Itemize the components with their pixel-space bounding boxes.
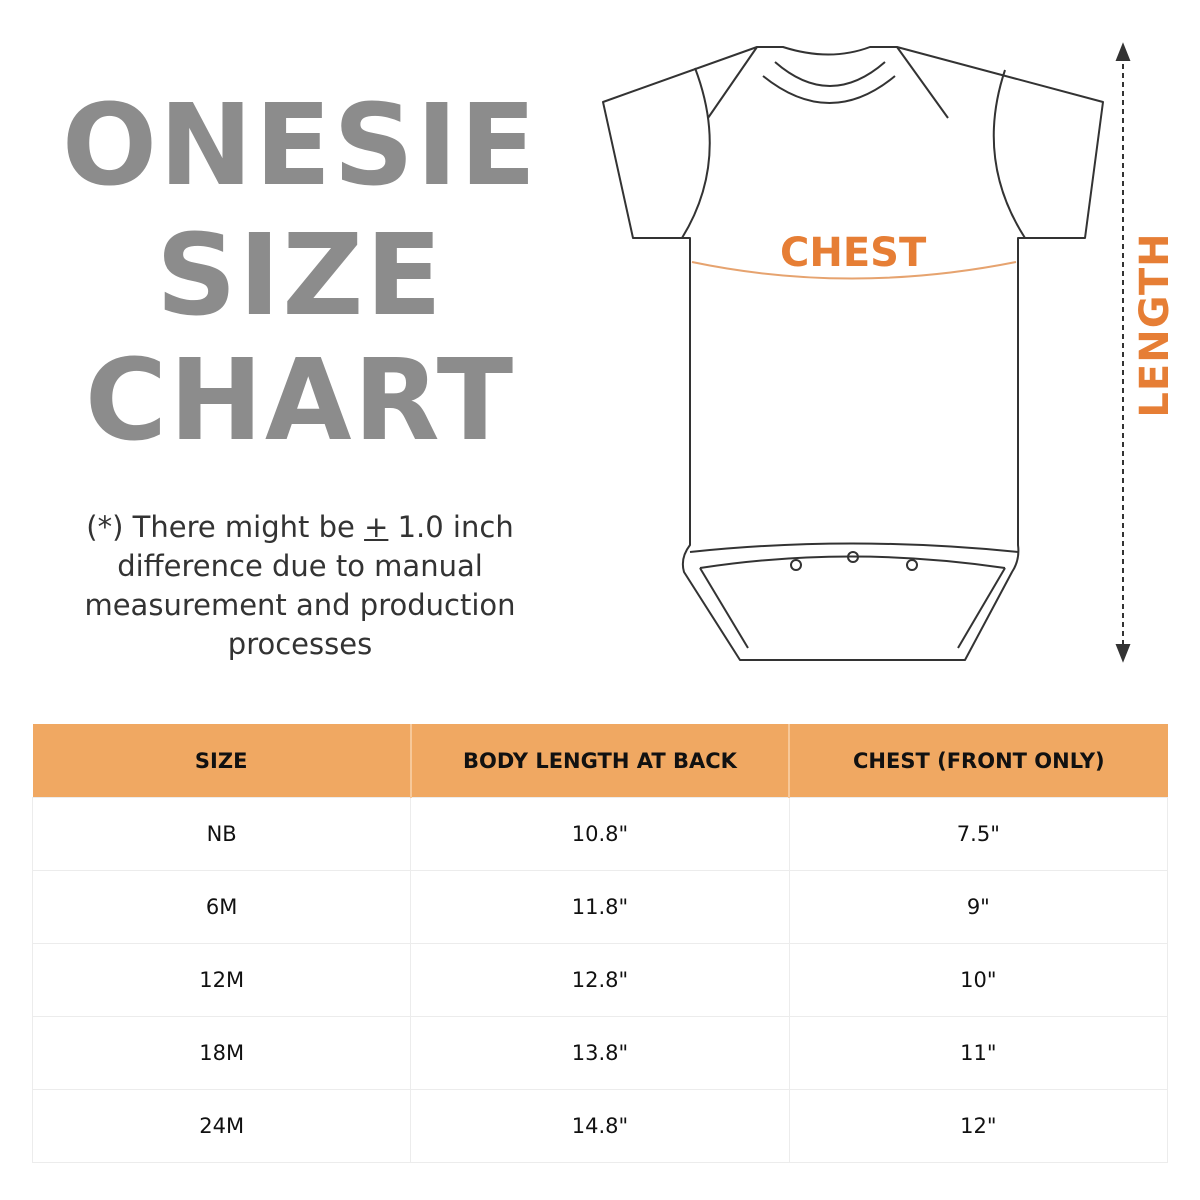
title-line-1: ONESIE <box>61 81 539 211</box>
length-cell: 14.8" <box>410 1089 790 1163</box>
size-cell: NB <box>31 797 412 871</box>
length-label: LENGTH <box>1132 232 1178 418</box>
table-row: 6M 11.8" 9" <box>31 870 1169 944</box>
chest-cell: 9" <box>788 870 1169 944</box>
onesie-illustration <box>602 42 1131 663</box>
title-line-3: CHART <box>84 336 516 466</box>
arrow-down-icon <box>1115 644 1131 663</box>
size-table: SIZE BODY LENGTH AT BACK CHEST (FRONT ON… <box>31 724 1169 1163</box>
table-header-row: SIZE BODY LENGTH AT BACK CHEST (FRONT ON… <box>32 724 1168 798</box>
size-cell: 6M <box>31 870 412 944</box>
chest-cell: 11" <box>788 1016 1169 1090</box>
measurement-note: (*) There might be + 1.0 inch difference… <box>30 508 570 664</box>
size-cell: 12M <box>31 943 412 1017</box>
table-row: 24M 14.8" 12" <box>31 1089 1169 1163</box>
size-cell: 18M <box>31 1016 412 1090</box>
header-size: SIZE <box>32 724 412 798</box>
length-cell: 13.8" <box>410 1016 790 1090</box>
header-chest: CHEST (FRONT ONLY) <box>789 724 1168 798</box>
size-cell: 24M <box>31 1089 412 1163</box>
arrow-up-icon <box>1115 42 1131 61</box>
length-cell: 10.8" <box>410 797 790 871</box>
table-row: 18M 13.8" 11" <box>31 1016 1169 1090</box>
header-body-length: BODY LENGTH AT BACK <box>410 724 791 798</box>
table-row: NB 10.8" 7.5" <box>31 797 1169 871</box>
title-line-2: SIZE <box>155 211 445 341</box>
note-prefix: (*) There might be <box>86 510 365 544</box>
table-row: 12M 12.8" 10" <box>31 943 1169 1017</box>
chest-cell: 12" <box>788 1089 1169 1163</box>
length-cell: 11.8" <box>410 870 790 944</box>
plus-minus-sign: + <box>364 510 389 544</box>
chest-label: CHEST <box>780 230 927 276</box>
chest-cell: 7.5" <box>788 797 1169 871</box>
chest-cell: 10" <box>788 943 1169 1017</box>
length-cell: 12.8" <box>410 943 790 1017</box>
length-arrow <box>1115 42 1131 663</box>
chest-measure-line <box>691 261 1017 280</box>
note-suffix: 1.0 inch difference due to manual measur… <box>84 510 516 661</box>
